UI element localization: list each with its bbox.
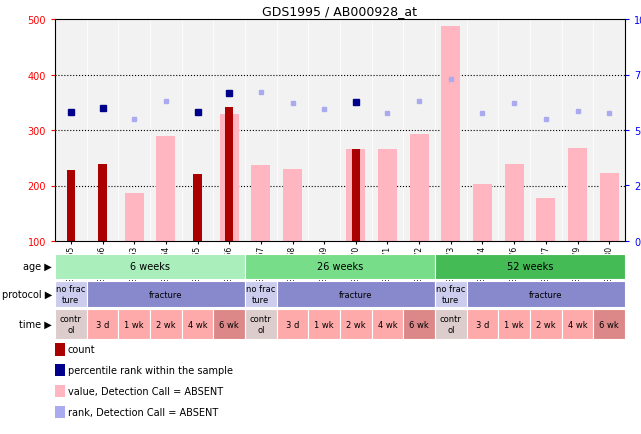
Bar (308, 309, 340, 339)
Text: GDS1995 / AB000928_at: GDS1995 / AB000928_at (263, 5, 417, 18)
Bar (498, 309, 530, 339)
Bar (340, 309, 372, 339)
Text: 2 wk: 2 wk (536, 320, 556, 329)
Text: 6 wk: 6 wk (599, 320, 619, 329)
Text: no frac
ture: no frac ture (246, 285, 276, 304)
Text: 6 weeks: 6 weeks (130, 262, 170, 272)
Text: 4 wk: 4 wk (378, 320, 397, 329)
Bar (245, 254, 435, 279)
Bar (537, 198, 555, 241)
Text: 26 weeks: 26 weeks (317, 262, 363, 272)
Bar (220, 115, 238, 241)
Bar (213, 309, 245, 339)
Text: 2 wk: 2 wk (346, 320, 365, 329)
Text: 1 wk: 1 wk (314, 320, 334, 329)
Bar (410, 135, 429, 241)
Bar (372, 309, 403, 339)
Bar (98, 165, 107, 241)
Text: contr
ol: contr ol (440, 315, 462, 334)
Text: 3 d: 3 d (96, 320, 109, 329)
Bar (87, 309, 119, 339)
Text: count: count (68, 345, 96, 355)
Bar (193, 175, 202, 241)
Bar (67, 171, 75, 241)
Bar (251, 166, 271, 241)
Bar (225, 108, 233, 241)
Bar (245, 281, 277, 307)
Bar (467, 309, 498, 339)
Text: 1 wk: 1 wk (504, 320, 524, 329)
Bar (346, 150, 365, 241)
Text: age ▶: age ▶ (23, 262, 52, 272)
Bar (156, 136, 176, 241)
Bar (442, 27, 460, 241)
Bar (150, 309, 181, 339)
Bar (283, 169, 302, 241)
Text: 2 wk: 2 wk (156, 320, 176, 329)
Text: 4 wk: 4 wk (568, 320, 587, 329)
Text: 3 d: 3 d (476, 320, 489, 329)
Bar (87, 281, 245, 307)
Bar (473, 184, 492, 241)
Text: rank, Detection Call = ABSENT: rank, Detection Call = ABSENT (68, 407, 218, 417)
Bar (504, 165, 524, 241)
Bar (435, 281, 467, 307)
Text: time ▶: time ▶ (19, 319, 52, 329)
Text: no frac
ture: no frac ture (436, 285, 465, 304)
Text: 4 wk: 4 wk (188, 320, 207, 329)
Bar (435, 254, 625, 279)
Text: contr
ol: contr ol (60, 315, 82, 334)
Bar (55, 281, 87, 307)
Bar (119, 309, 150, 339)
Text: percentile rank within the sample: percentile rank within the sample (68, 365, 233, 375)
Text: protocol ▶: protocol ▶ (1, 289, 52, 299)
Bar (277, 281, 435, 307)
Text: fracture: fracture (149, 290, 183, 299)
Text: 3 d: 3 d (286, 320, 299, 329)
Bar (351, 150, 360, 241)
Text: no frac
ture: no frac ture (56, 285, 85, 304)
Bar (403, 309, 435, 339)
Text: contr
ol: contr ol (250, 315, 272, 334)
Bar (594, 309, 625, 339)
Text: fracture: fracture (529, 290, 563, 299)
Text: 52 weeks: 52 weeks (507, 262, 553, 272)
Bar (55, 309, 87, 339)
Bar (55, 254, 245, 279)
Bar (435, 309, 467, 339)
Text: 6 wk: 6 wk (410, 320, 429, 329)
Bar (124, 193, 144, 241)
Bar (568, 149, 587, 241)
Bar (277, 309, 308, 339)
Text: 6 wk: 6 wk (219, 320, 239, 329)
Text: 1 wk: 1 wk (124, 320, 144, 329)
Bar (245, 309, 277, 339)
Bar (600, 174, 619, 241)
Text: fracture: fracture (339, 290, 372, 299)
Bar (378, 150, 397, 241)
Bar (181, 309, 213, 339)
Text: value, Detection Call = ABSENT: value, Detection Call = ABSENT (68, 386, 223, 396)
Bar (562, 309, 594, 339)
Bar (467, 281, 625, 307)
Bar (530, 309, 562, 339)
